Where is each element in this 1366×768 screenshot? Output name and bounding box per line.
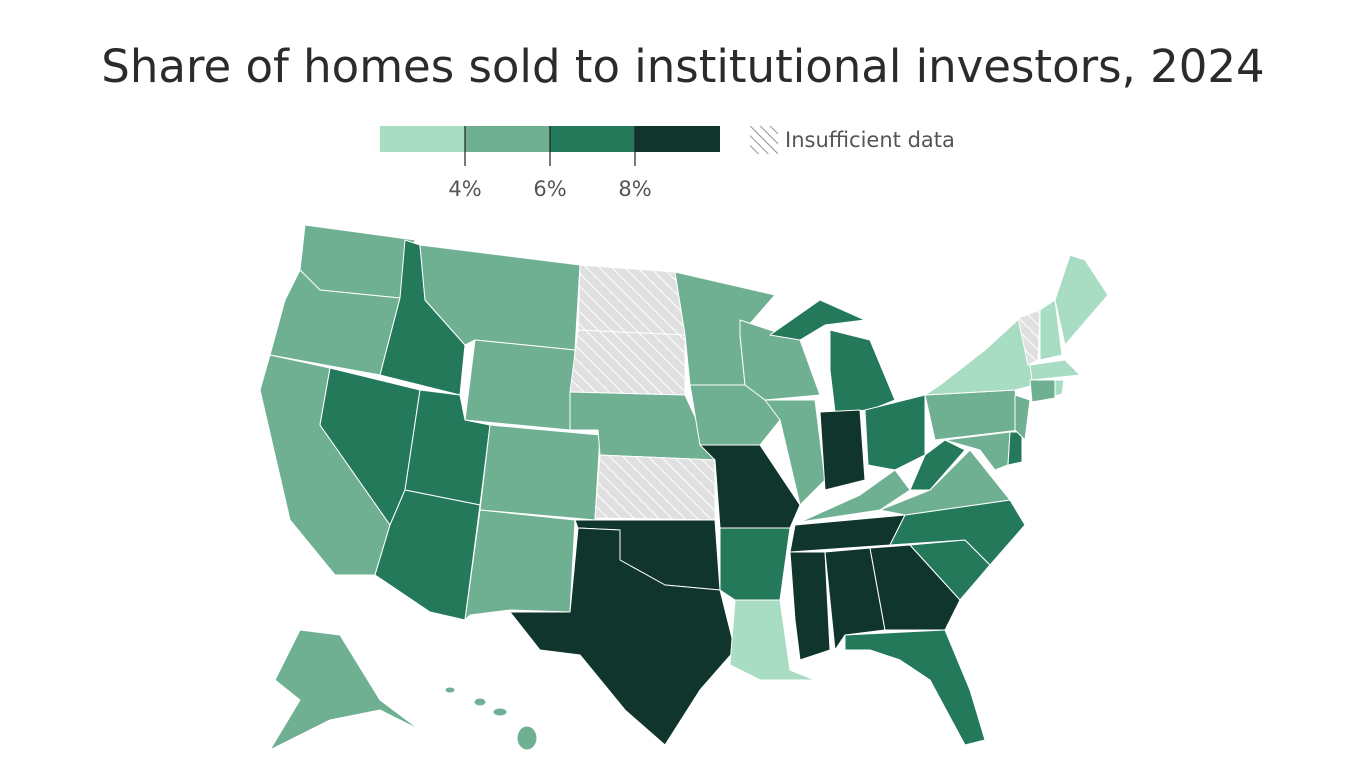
chart-title: Share of homes sold to institutional inv… (101, 40, 1264, 93)
state (729, 599, 816, 681)
state (594, 454, 716, 521)
legend-tick-label: 6% (533, 177, 566, 201)
state (473, 697, 487, 707)
state (464, 339, 576, 431)
state (509, 527, 736, 746)
legend: 4% 6% 8% (380, 126, 720, 201)
state (444, 686, 456, 694)
legend-tick-label: 8% (618, 177, 651, 201)
no-data-label: Insufficient data (785, 128, 955, 152)
state (1029, 359, 1081, 381)
state (819, 409, 866, 491)
state (1029, 379, 1056, 403)
state (719, 527, 791, 601)
state (1017, 309, 1041, 366)
state (844, 629, 986, 746)
state (869, 544, 961, 631)
state (269, 629, 421, 751)
legend-swatch (635, 126, 720, 152)
state (479, 424, 601, 521)
state (569, 329, 686, 396)
state (879, 449, 1011, 516)
state (464, 509, 576, 621)
state (924, 317, 1036, 396)
legend-swatch (465, 126, 550, 152)
state (864, 394, 926, 471)
state (764, 399, 826, 506)
state (492, 707, 508, 717)
state (789, 551, 831, 661)
legend-swatch (550, 126, 635, 152)
state (1039, 299, 1063, 361)
state (909, 439, 966, 491)
legend-swatch (380, 126, 465, 152)
state (374, 489, 481, 621)
states (259, 224, 1109, 751)
no-data-swatch (750, 126, 778, 154)
state (944, 431, 1011, 471)
state (1007, 431, 1023, 466)
state (1054, 379, 1065, 397)
state (824, 547, 886, 651)
state (829, 329, 896, 413)
state (577, 264, 686, 336)
state (799, 469, 911, 523)
state (769, 299, 866, 341)
state (1054, 254, 1109, 346)
state (516, 725, 538, 751)
state (1014, 394, 1031, 441)
legend-tick-label: 4% (448, 177, 481, 201)
